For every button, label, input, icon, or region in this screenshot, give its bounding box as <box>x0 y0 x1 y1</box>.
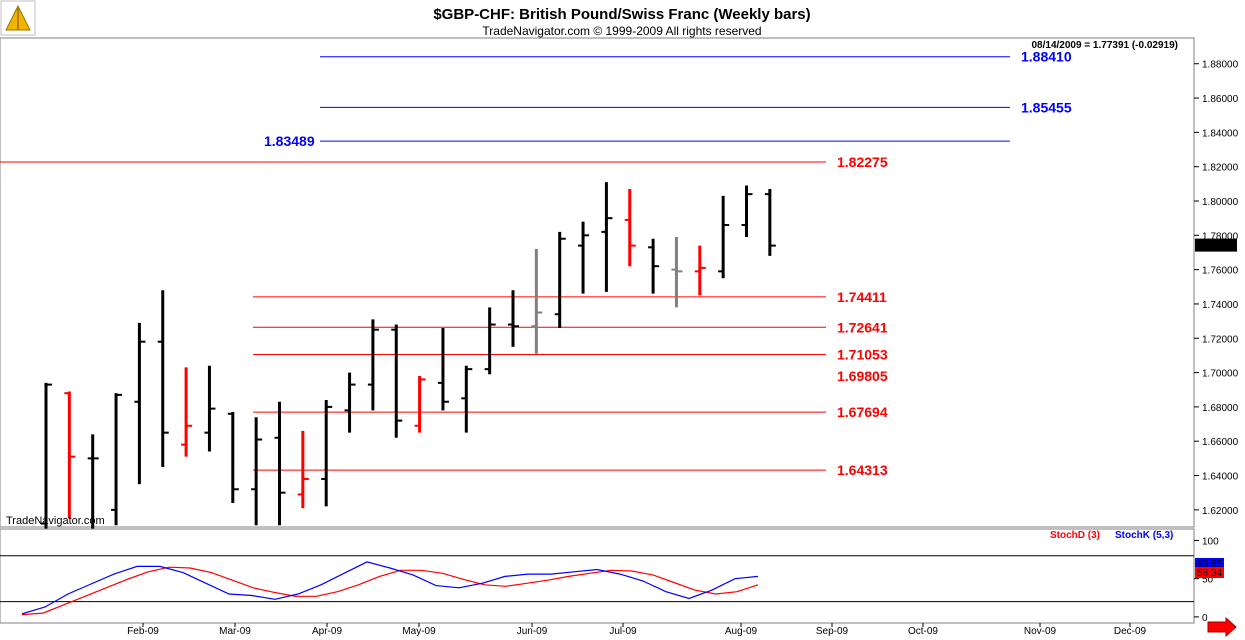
stoch-tick-label: 0 <box>1202 613 1208 624</box>
level-label: 1.69805 <box>837 368 888 384</box>
y-tick-label: 1.78000 <box>1202 231 1239 242</box>
ohlc-bar <box>344 372 356 433</box>
price-levels: 1.88410 1.85455 1.83489 1.82275 1.74411 1.726… <box>0 49 1072 478</box>
ohlc-bar <box>181 367 193 457</box>
stoch-series-line <box>21 561 759 615</box>
ohlc-bar <box>367 319 379 411</box>
ohlc-bar <box>227 412 239 503</box>
ohlc-bar <box>764 188 776 256</box>
y-tick-label: 1.76000 <box>1202 266 1239 277</box>
legend-stochd: StochD (3) <box>1050 530 1100 541</box>
stoch-tick-label: 50 <box>1202 575 1214 586</box>
last-bar-info: 08/14/2009 = 1.77391 (-0.02919) <box>1031 40 1178 51</box>
x-tick-label: May-09 <box>402 626 436 637</box>
ohlc-bar <box>484 307 496 375</box>
ohlc-bar <box>624 188 636 267</box>
level-label: 1.71053 <box>837 347 888 363</box>
x-tick-label: Mar-09 <box>219 626 251 637</box>
ohlc-bar <box>274 401 286 526</box>
level-label: 1.72641 <box>837 319 888 335</box>
x-tick-label: Jun-09 <box>517 626 548 637</box>
x-tick-label: Nov-09 <box>1024 626 1057 637</box>
price-bars <box>41 182 776 536</box>
ohlc-bar <box>134 322 146 485</box>
stochastic-panel[interactable] <box>0 528 1195 624</box>
ohlc-bar <box>741 185 753 238</box>
level-label: 1.67694 <box>837 404 888 420</box>
x-tick-label: Feb-09 <box>127 626 159 637</box>
stoch-tick-label: 100 <box>1202 536 1219 547</box>
ohlc-bar <box>437 327 449 411</box>
x-axis: Feb-09 Mar-09 Apr-09 May-09 Jun-09 Jul-09 Aug-… <box>127 623 1147 637</box>
ohlc-bar <box>648 238 660 294</box>
ohlc-bar <box>111 393 123 526</box>
ohlc-bar <box>601 182 613 292</box>
y-tick-label: 1.68000 <box>1202 403 1239 414</box>
level-label: 1.83489 <box>264 133 315 149</box>
y-tick-label: 1.70000 <box>1202 369 1239 380</box>
y-tick-label: 1.74000 <box>1202 300 1239 311</box>
x-tick-label: Aug-09 <box>725 626 758 637</box>
chart-title: $GBP-CHF: British Pound/Swiss Franc (Wee… <box>433 6 810 23</box>
legend-stochk: StochK (5,3) <box>1115 530 1173 541</box>
ohlc-bar <box>578 221 590 294</box>
y-tick-label: 1.82000 <box>1202 163 1239 174</box>
ohlc-bar <box>391 324 403 438</box>
scroll-right-arrow-icon[interactable] <box>1207 616 1237 638</box>
svg-text:69.85: 69.85 <box>1197 559 1222 570</box>
ohlc-bar <box>41 382 52 536</box>
ohlc-bar <box>414 376 426 433</box>
x-tick-label: Dec-09 <box>1114 626 1147 637</box>
x-tick-label: Oct-09 <box>908 626 938 637</box>
y-tick-label: 1.88000 <box>1202 60 1239 71</box>
ohlc-bar <box>508 290 519 347</box>
ohlc-bar <box>87 434 99 534</box>
svg-text:58.34: 58.34 <box>1197 568 1222 579</box>
y-tick-label: 1.86000 <box>1202 94 1239 105</box>
y-tick-label: 1.84000 <box>1202 128 1239 139</box>
stoch-series-line <box>21 566 759 616</box>
watermark: TradeNavigator.com <box>6 515 105 527</box>
stochd-last-value: 58.34 <box>1195 567 1224 579</box>
ohlc-bar <box>718 195 730 279</box>
stochastic-lines <box>21 561 759 616</box>
level-label: 1.85455 <box>1021 99 1072 115</box>
level-label: 1.88410 <box>1021 49 1072 65</box>
ohlc-bar <box>694 245 706 296</box>
stochastic-axis: 0 50 100 <box>0 536 1219 624</box>
ohlc-bar <box>461 365 473 433</box>
level-label: 1.64313 <box>837 462 888 478</box>
price-axis: 1.62000 1.64000 1.66000 1.68000 1.70000 1.720… <box>1194 60 1239 517</box>
y-tick-label: 1.80000 <box>1202 197 1239 208</box>
ohlc-bar <box>554 231 566 328</box>
x-tick-label: Sep-09 <box>816 626 849 637</box>
svg-text:1.77391: 1.77391 <box>1198 241 1235 252</box>
y-tick-label: 1.66000 <box>1202 437 1239 448</box>
level-label: 1.74411 <box>837 289 887 305</box>
ohlc-bar <box>64 391 76 519</box>
y-tick-label: 1.64000 <box>1202 472 1239 483</box>
stochk-last-value: 69.85 <box>1195 558 1224 570</box>
ohlc-bar <box>531 249 543 354</box>
ohlc-bar <box>204 365 216 452</box>
trade-navigator-logo-icon[interactable] <box>0 0 36 36</box>
price-panel[interactable] <box>0 37 1195 528</box>
x-tick-label: Apr-09 <box>312 626 342 637</box>
chart-subtitle: TradeNavigator.com © 1999-2009 All right… <box>482 24 761 38</box>
x-tick-label: Jul-09 <box>609 626 637 637</box>
ohlc-bar <box>157 290 169 467</box>
y-tick-label: 1.72000 <box>1202 334 1239 345</box>
ohlc-bar <box>671 237 683 308</box>
ohlc-bar <box>321 400 333 507</box>
ohlc-bar <box>251 417 263 526</box>
level-label: 1.82275 <box>837 154 888 170</box>
ohlc-bar <box>297 430 309 509</box>
y-tick-label: 1.62000 <box>1202 506 1239 517</box>
last-price-marker: 1.77391 <box>1195 238 1237 252</box>
